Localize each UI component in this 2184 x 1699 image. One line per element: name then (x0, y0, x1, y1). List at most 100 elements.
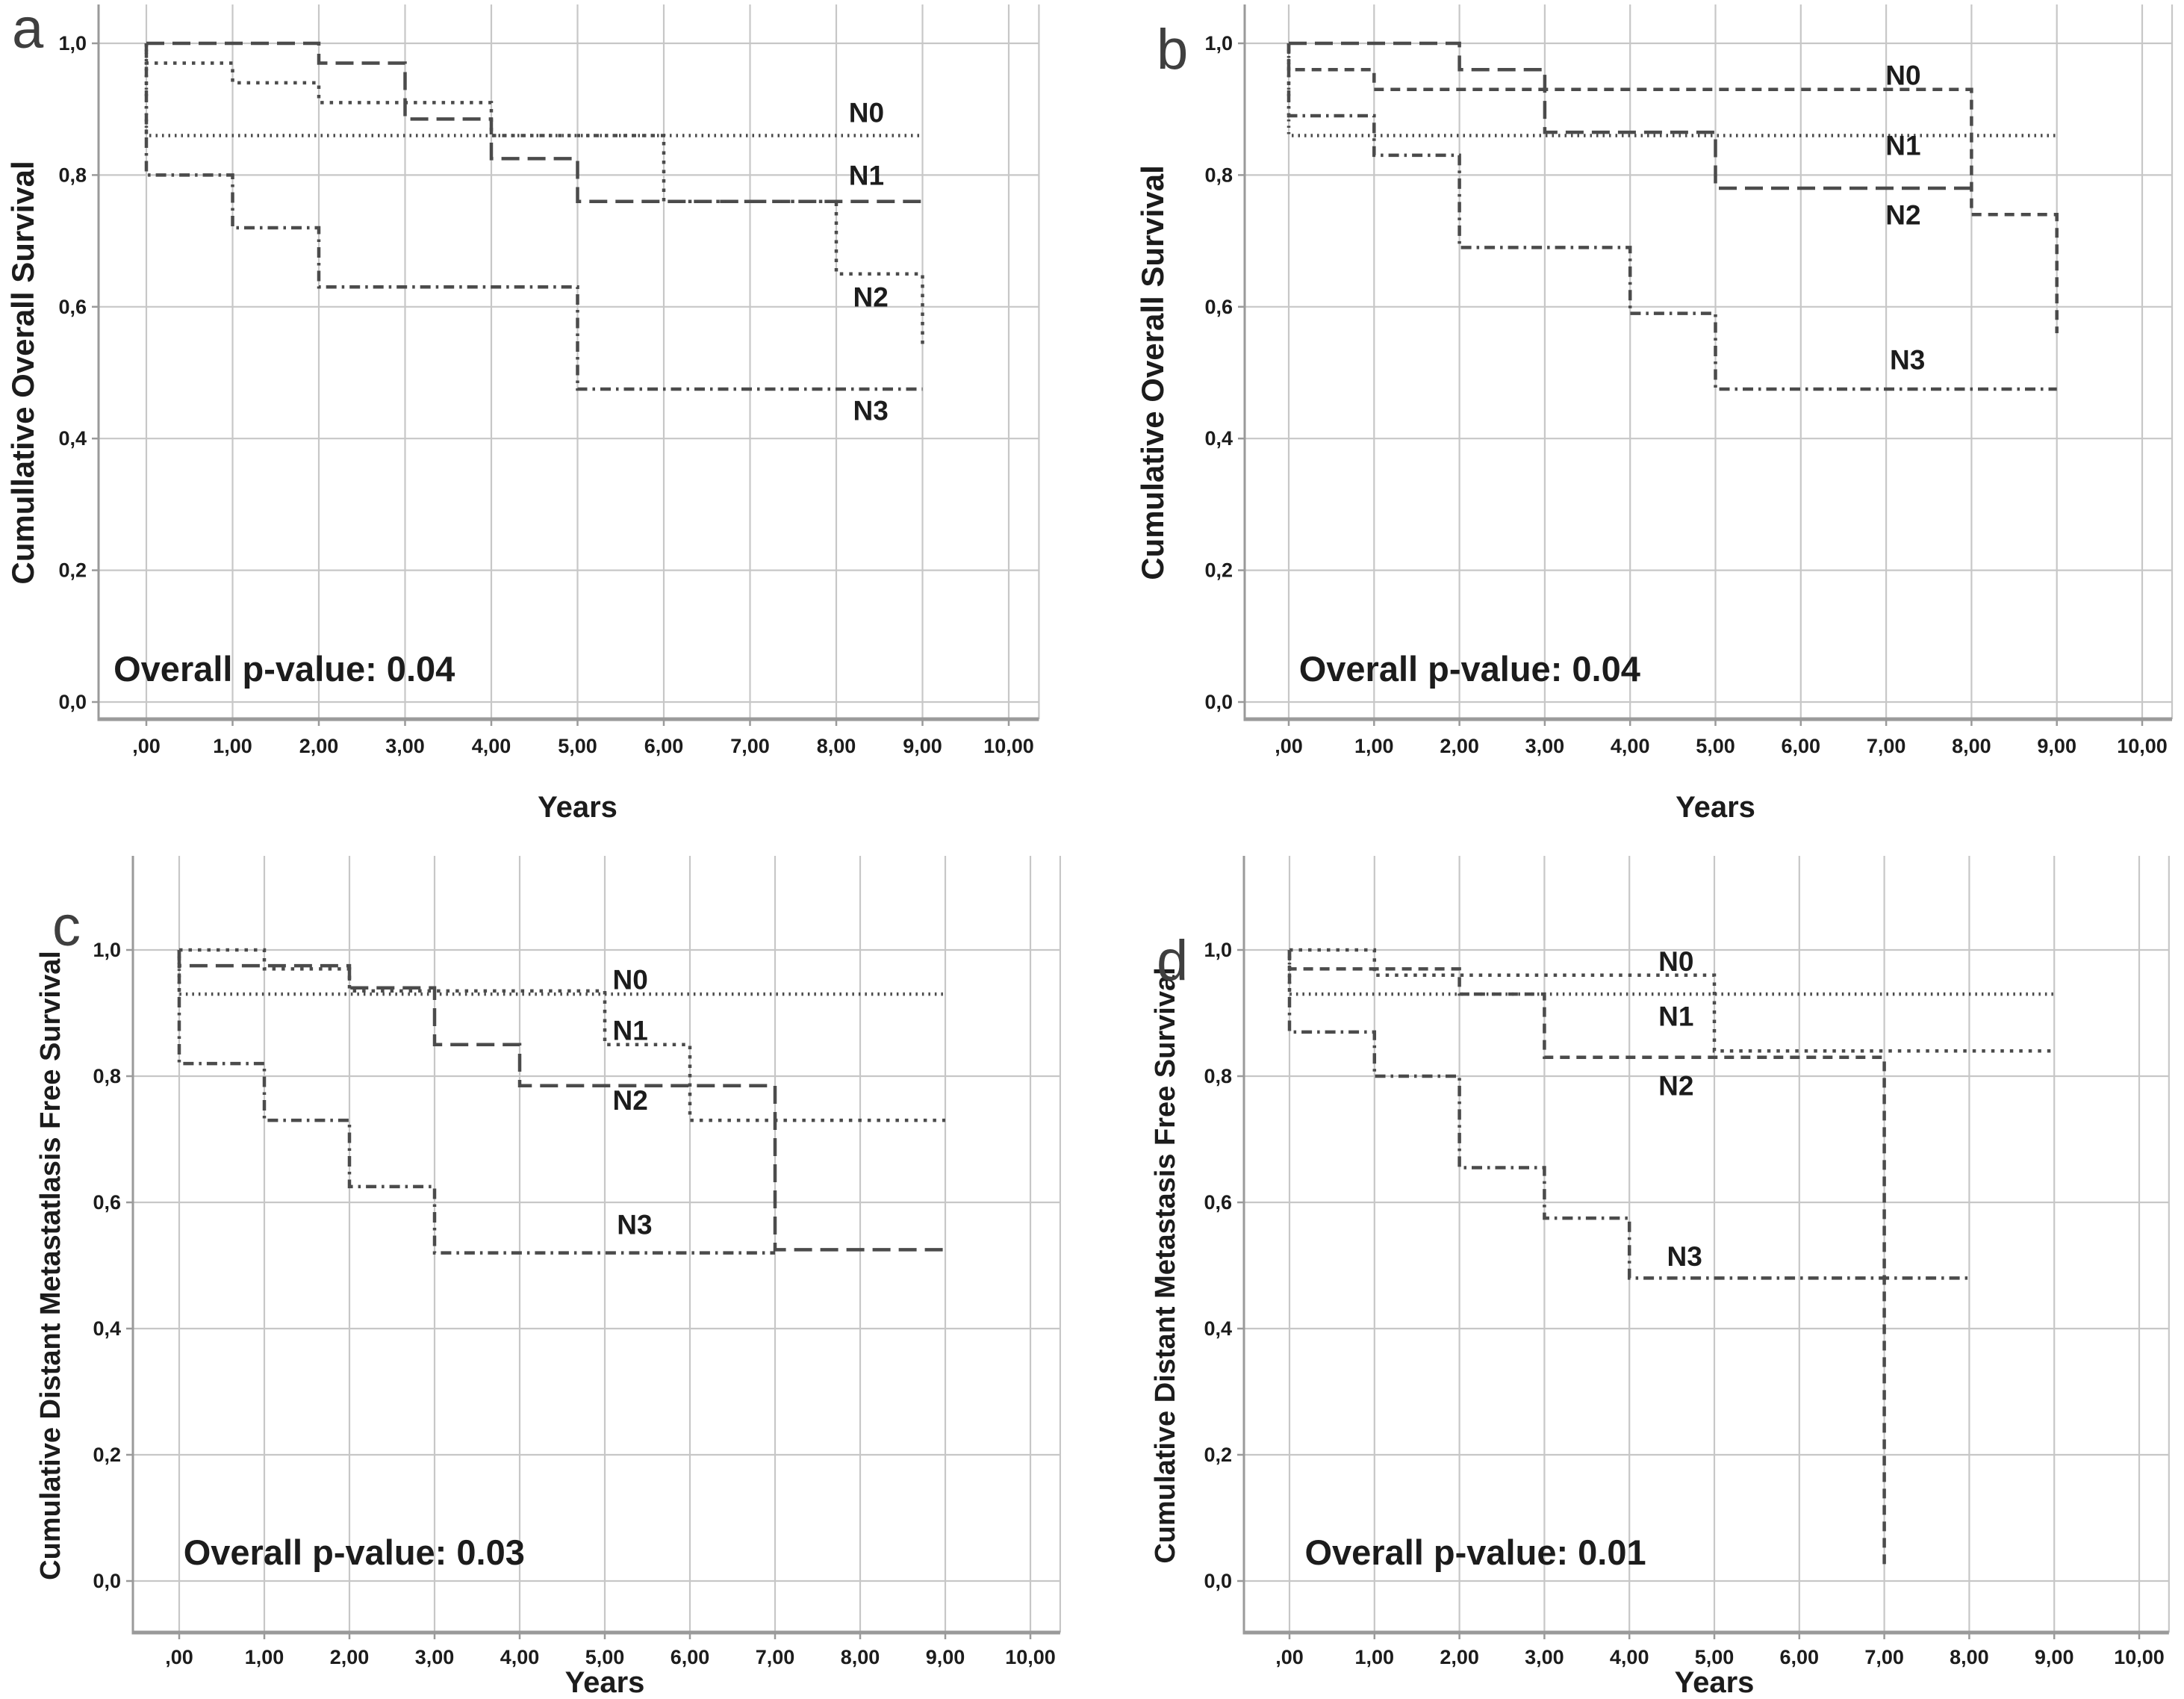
x-tick-label: 10,00 (1005, 1646, 1056, 1668)
y-tick-label: 1,0 (1204, 939, 1232, 961)
x-tick-label: 7,00 (756, 1646, 795, 1668)
panel-a-series-N3-line (144, 43, 923, 391)
curve-label-N1: N1 (613, 1015, 648, 1046)
curve-label-N2: N2 (1658, 1071, 1693, 1102)
x-tick-label: 8,00 (841, 1646, 880, 1668)
x-tick-label: 1,00 (1355, 1646, 1395, 1668)
curve-label-N3: N3 (1890, 344, 1925, 375)
y-tick-label: 0,6 (1204, 1191, 1232, 1214)
x-tick-label: 7,00 (730, 735, 770, 757)
y-tick-label: 0,8 (93, 1065, 121, 1087)
curve-label-N0: N0 (1658, 946, 1693, 977)
panel-c-series-N1-line (179, 948, 945, 1122)
panel-b-series-N1-line (1287, 43, 2057, 137)
y-tick-label: 1,0 (1204, 32, 1233, 55)
curve-label-N3: N3 (1667, 1241, 1702, 1272)
x-tick-label: 8,00 (1950, 1646, 1989, 1668)
p-value-annotation: Overall p-value: 0.04 (1299, 649, 1640, 689)
x-tick-label: 1,00 (213, 735, 252, 757)
curve-label-N0: N0 (849, 98, 884, 128)
y-tick-label: 1,0 (58, 32, 87, 55)
panel-b-series-N2-line (1289, 41, 1972, 190)
x-tick-label: 3,00 (1525, 1646, 1564, 1668)
x-tick-label: 9,00 (2037, 735, 2076, 757)
x-tick-label: 4,00 (472, 735, 511, 757)
y-tick-label: 0,2 (1204, 559, 1233, 582)
y-tick-label: 0,4 (1204, 427, 1233, 450)
p-value-annotation: Overall p-value: 0.03 (184, 1532, 525, 1572)
panel-letter-a: a (12, 0, 44, 60)
curve-label-N0: N0 (613, 965, 648, 996)
x-tick-label: 8,00 (817, 735, 856, 757)
y-axis-title: Cumullative Overall Survival (5, 161, 40, 584)
y-tick-label: 0,0 (58, 691, 87, 713)
x-tick-label: 2,00 (299, 735, 339, 757)
survival-plot-a: ,00 1,00 2,00 3,00 4,00 5,00 6,00 7,00 8,00 9,00 1… (5, 0, 1040, 824)
x-tick-label: ,00 (1275, 1646, 1304, 1668)
panel-b: ,00 1,00 2,00 3,00 4,00 5,00 6,00 7,00 8,00 9,00 1… (1092, 0, 2184, 851)
x-tick-label: 6,00 (671, 1646, 710, 1668)
y-tick-label: 0,0 (93, 1570, 121, 1592)
y-tick-label: 0,2 (58, 559, 87, 582)
panel-c-series-N3-line (177, 950, 775, 1255)
y-tick-label: 0,2 (1204, 1444, 1232, 1466)
panel-d-series-N0-line (1289, 948, 2055, 1053)
x-axis-title: Years (1676, 791, 1755, 824)
x-tick-label: ,00 (132, 735, 161, 757)
y-axis-title: Cumulative Distant Metastatlasis Free Su… (35, 951, 66, 1580)
survival-plot-c: ,00 1,00 2,00 3,00 4,00 5,00 6,00 7,00 8,00 9,00 1… (35, 856, 1062, 1699)
x-tick-label: 6,00 (1780, 1646, 1820, 1668)
x-tick-label: 2,00 (1440, 1646, 1479, 1668)
p-value-annotation: Overall p-value: 0.04 (113, 649, 455, 689)
x-tick-label: 1,00 (245, 1646, 284, 1668)
x-axis-title: Years (538, 791, 617, 824)
curve-label-N3: N3 (617, 1210, 652, 1240)
panel-d-series-N3-line (1287, 950, 1970, 1280)
x-tick-label: 6,00 (1782, 735, 1821, 757)
x-tick-label: 4,00 (500, 1646, 540, 1668)
y-tick-label: 0,4 (58, 427, 87, 450)
x-tick-label: ,00 (165, 1646, 193, 1668)
x-tick-label: 9,00 (926, 1646, 965, 1668)
panel-d-series-N2-line (1287, 950, 1886, 1569)
x-tick-label: 3,00 (415, 1646, 455, 1668)
curve-label-N0: N0 (1885, 60, 1920, 90)
y-tick-label: 0,8 (1204, 164, 1233, 186)
y-tick-label: 1,0 (93, 939, 121, 961)
x-tick-label: 7,00 (1867, 735, 1906, 757)
y-axis-title: Cumulative Overall Survival (1135, 165, 1170, 580)
x-tick-label: 9,00 (903, 735, 942, 757)
panel-b-series-N3-line (1287, 43, 2057, 391)
curve-label-N1: N1 (849, 160, 884, 190)
x-tick-label: 10,00 (2117, 735, 2168, 757)
panel-a-series-N2-line (144, 43, 924, 347)
y-tick-label: 0,8 (1204, 1065, 1232, 1087)
curve-label-N2: N2 (613, 1085, 648, 1116)
x-tick-label: 5,00 (585, 1646, 625, 1668)
curve-label-N1: N1 (1658, 1001, 1693, 1032)
x-tick-label: 2,00 (1440, 735, 1479, 757)
x-axis-title: Years (565, 1666, 645, 1699)
panel-d-series-N1-line (1287, 950, 2055, 996)
y-tick-label: 0,0 (1204, 1570, 1232, 1592)
x-tick-label: 3,00 (1525, 735, 1565, 757)
y-tick-label: 0,4 (93, 1317, 121, 1340)
x-tick-label: 7,00 (1864, 1646, 1904, 1668)
x-tick-label: 4,00 (1610, 1646, 1649, 1668)
y-tick-label: 0,4 (1204, 1317, 1232, 1340)
x-axis-title: Years (1675, 1666, 1755, 1699)
x-tick-label: 5,00 (558, 735, 597, 757)
panel-a: ,00 1,00 2,00 3,00 4,00 5,00 6,00 7,00 8,00 9,00 1… (0, 0, 1092, 851)
x-tick-label: 6,00 (644, 735, 684, 757)
y-axis-title: Cumulative Distant Metastasis Free Survi… (1150, 967, 1181, 1563)
x-tick-label: ,00 (1275, 735, 1303, 757)
y-tick-label: 0,0 (1204, 691, 1233, 713)
curve-label-N2: N2 (1885, 199, 1920, 230)
x-tick-label: 9,00 (2035, 1646, 2074, 1668)
curve-label-N2: N2 (853, 282, 889, 313)
panel-c-series-N0-line (177, 950, 945, 996)
curve-label-N3: N3 (853, 395, 889, 426)
y-tick-label: 0,6 (93, 1191, 121, 1214)
survival-plot-d: ,00 1,00 2,00 3,00 4,00 5,00 6,00 7,00 8,00 9,00 1… (1150, 856, 2170, 1699)
x-tick-label: 10,00 (983, 735, 1034, 757)
